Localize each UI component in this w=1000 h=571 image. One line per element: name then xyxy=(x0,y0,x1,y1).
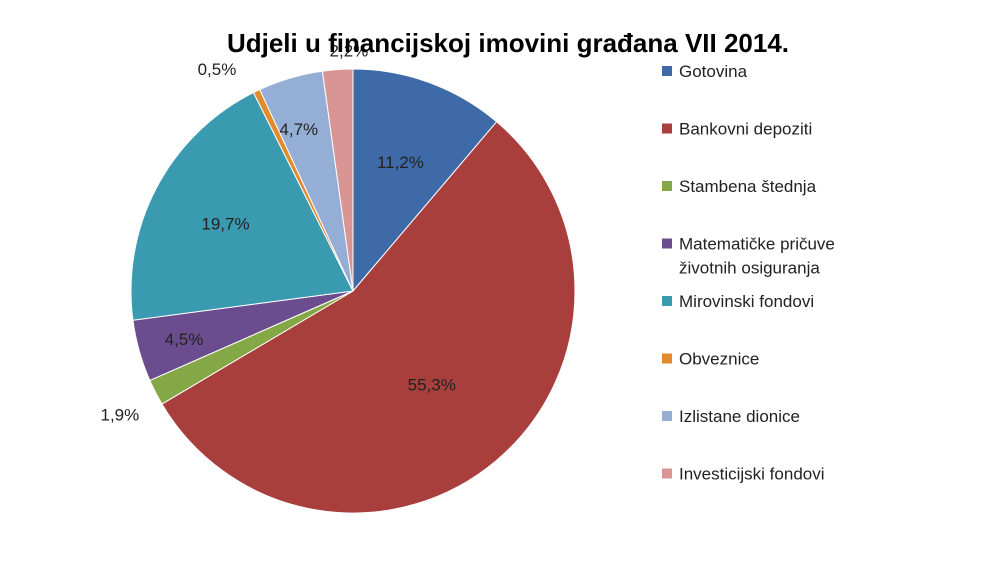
data-label-3: 4,5% xyxy=(165,330,204,349)
legend-swatch-4 xyxy=(662,296,672,306)
legend: Gotovina Bankovni depoziti Stambena štednj… xyxy=(662,62,835,484)
legend-item-6: Izlistane dionice xyxy=(679,407,800,426)
legend-item-7: Investicijski fondovi xyxy=(679,465,825,484)
legend-item-line: Matematičke pričuve xyxy=(679,235,835,254)
data-label-4: 19,7% xyxy=(201,214,249,233)
pie-slice-0 xyxy=(352,68,498,293)
legend-item-0: Gotovina xyxy=(679,62,748,81)
legend-item-line: Stambena štednja xyxy=(679,177,817,196)
pie-slice-4 xyxy=(130,91,354,321)
pie-slices xyxy=(130,68,576,514)
data-label-6: 4,7% xyxy=(279,120,318,139)
data-label-7: 2,2% xyxy=(330,41,369,60)
legend-item-1: Bankovni depoziti xyxy=(679,120,812,139)
legend-swatch-3 xyxy=(662,238,672,249)
legend-item-line: životnih osiguranja xyxy=(679,259,820,278)
legend-item-line: Investicijski fondovi xyxy=(679,465,825,484)
legend-swatch-1 xyxy=(662,123,672,134)
legend-item-3: Matematičke pričuve životnih osiguranja xyxy=(679,235,835,278)
legend-item-line: Mirovinski fondovi xyxy=(679,292,814,311)
legend-item-line: Izlistane dionice xyxy=(679,407,800,426)
pie-slice-1 xyxy=(161,121,576,514)
legend-item-line: Gotovina xyxy=(679,62,748,81)
legend-item-5: Obveznice xyxy=(679,350,759,369)
data-labels: 11,2% 55,3% 1,9% 4,5% 19,7% 0,5% 4,7% 2,2% xyxy=(100,41,455,424)
legend-item-line: Bankovni depoziti xyxy=(679,120,812,139)
legend-item-4: Mirovinski fondovi xyxy=(679,292,814,311)
legend-item-2: Stambena štednja xyxy=(679,177,817,196)
chart-title: Udjeli u financijskoj imovini građana VI… xyxy=(227,28,789,58)
data-label-1: 55,3% xyxy=(408,375,456,394)
legend-item-line: Obveznice xyxy=(679,350,759,369)
legend-swatch-2 xyxy=(662,181,672,191)
pie-slice-7 xyxy=(321,68,354,292)
legend-swatch-0 xyxy=(662,66,672,76)
legend-swatch-7 xyxy=(662,468,672,479)
legend-swatch-5 xyxy=(662,353,672,364)
data-label-5: 0,5% xyxy=(198,60,237,79)
legend-swatch-6 xyxy=(662,411,672,421)
data-label-0: 11,2% xyxy=(377,153,424,172)
data-label-2: 1,9% xyxy=(100,406,139,425)
